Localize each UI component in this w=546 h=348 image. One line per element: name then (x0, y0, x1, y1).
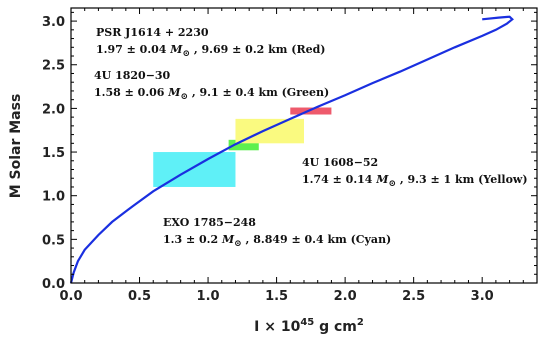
x-axis-label-exponent: 45 (300, 317, 314, 328)
series-line-mass-moment (69, 15, 514, 284)
annotation-name: EXO 1785−248 (163, 216, 256, 229)
y-tick-label: 2.5 (42, 59, 65, 74)
x-tick-label: 0.0 (59, 289, 82, 304)
uncertainty-boxes (153, 107, 332, 187)
annotation-name: PSR J1614 + 2230 (96, 26, 209, 39)
y-axis-label: M Solar Mass (8, 94, 24, 199)
box-green (228, 139, 259, 151)
y-tick-label: 0.0 (42, 277, 65, 292)
annotation-detail: 1.74 ± 0.14 M⊙ , 9.3 ± 1 km (Yellow) (302, 173, 528, 189)
x-axis-label: I × 1045 g cm2 (254, 317, 364, 335)
annotation-detail: 1.3 ± 0.2 M⊙ , 8.849 ± 0.4 km (Cyan) (163, 233, 391, 249)
annotations: PSR J1614 + 2230 1.97 ± 0.04 M⊙ , 9.69 ± … (94, 26, 528, 249)
box-cyan (153, 152, 236, 187)
x-tick-label: 1.5 (265, 289, 288, 304)
y-tick-label: 0.5 (42, 233, 65, 248)
y-tick-label: 1.0 (42, 190, 65, 205)
y-tick-label: 2.0 (42, 102, 65, 117)
axis-ticks: 0.0 0.5 1.0 1.5 2.0 2.5 3.0 0.0 0.5 1.0 1.5 2.0 2.5 3… (42, 8, 538, 304)
x-axis-label-main: I × 10 (254, 319, 300, 335)
annotation-name: 4U 1820−30 (94, 69, 171, 82)
x-axis-label-unit-exponent: 2 (357, 317, 364, 328)
y-tick-label: 3.0 (42, 15, 65, 30)
x-tick-label: 2.0 (334, 289, 357, 304)
y-tick-label: 1.5 (42, 146, 65, 161)
box-red (290, 107, 332, 115)
x-tick-label: 1.0 (197, 289, 220, 304)
x-tick-label: 3.0 (471, 289, 494, 304)
x-tick-label: 0.5 (128, 289, 151, 304)
x-tick-label: 2.5 (402, 289, 425, 304)
annotation-detail: 1.58 ± 0.06 M⊙ , 9.1 ± 0.4 km (Green) (94, 86, 329, 102)
annotation-detail: 1.97 ± 0.04 M⊙ , 9.69 ± 0.2 km (Red) (96, 43, 326, 59)
x-axis-label-unit: g cm (314, 319, 357, 335)
annotation-name: 4U 1608−52 (302, 156, 378, 169)
